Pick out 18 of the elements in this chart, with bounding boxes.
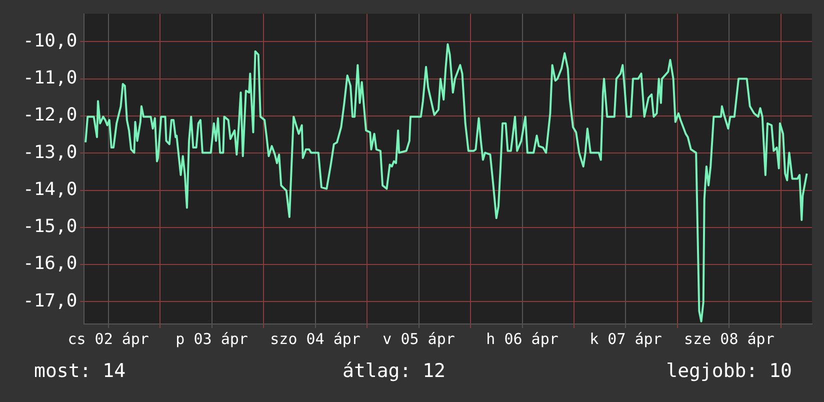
text: átlag: 12 bbox=[342, 360, 446, 382]
y-tick-label: -12,0 bbox=[22, 104, 78, 126]
y-tick-label: -15,0 bbox=[22, 216, 78, 238]
x-tick-label: h 06 ápr bbox=[486, 330, 558, 348]
y-tick-label: -11,0 bbox=[22, 67, 78, 88]
y-tick-label: -13,0 bbox=[22, 142, 78, 163]
x-tick-label: szo 04 ápr bbox=[270, 330, 360, 348]
x-tick-label: k 07 ápr bbox=[590, 330, 662, 348]
x-tick-label: sze 08 ápr bbox=[684, 330, 774, 348]
text: most: 14 bbox=[34, 360, 126, 382]
y-tick-label: -10,0 bbox=[22, 30, 78, 52]
y-tick-label: -14,0 bbox=[22, 178, 78, 200]
y-tick-label: -17,0 bbox=[22, 290, 78, 312]
text: legjobb: 10 bbox=[666, 360, 792, 382]
x-tick-label: cs 02 ápr bbox=[68, 330, 149, 348]
y-tick-label: -16,0 bbox=[22, 253, 78, 274]
x-tick-label: v 05 ápr bbox=[382, 330, 455, 348]
x-tick-label: p 03 ápr bbox=[176, 330, 248, 348]
